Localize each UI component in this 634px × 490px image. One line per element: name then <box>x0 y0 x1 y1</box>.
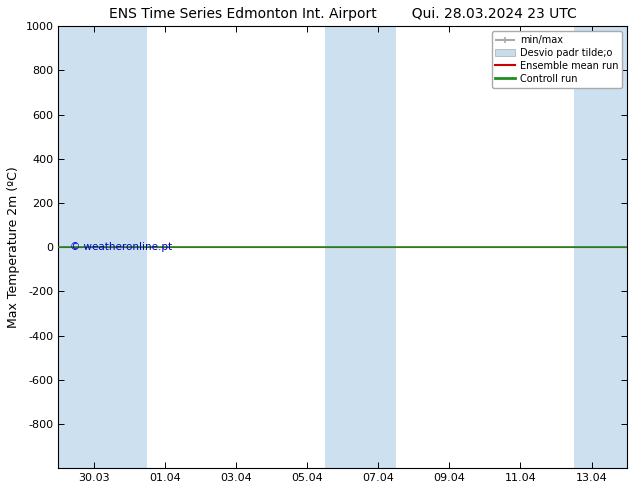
Text: © weatheronline.pt: © weatheronline.pt <box>70 242 172 252</box>
Bar <box>574 26 627 468</box>
Y-axis label: Max Temperature 2m (ºC): Max Temperature 2m (ºC) <box>7 167 20 328</box>
Bar <box>58 26 147 468</box>
Legend: min/max, Desvio padr tilde;o, Ensemble mean run, Controll run: min/max, Desvio padr tilde;o, Ensemble m… <box>491 31 622 88</box>
Bar <box>325 26 396 468</box>
Title: ENS Time Series Edmonton Int. Airport        Qui. 28.03.2024 23 UTC: ENS Time Series Edmonton Int. Airport Qu… <box>109 7 576 21</box>
